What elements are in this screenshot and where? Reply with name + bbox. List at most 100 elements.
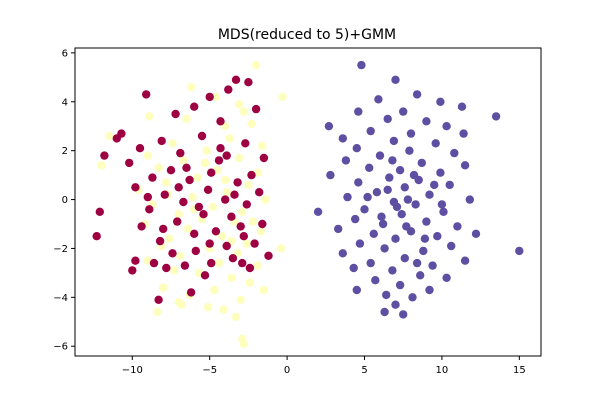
scatter-point-s2-71 — [352, 285, 361, 295]
scatter-point-s1-46 — [191, 246, 200, 256]
scatter-point-s0-4 — [234, 100, 244, 109]
scatter-point-s2-1 — [391, 75, 400, 85]
scatter-point-s1-16 — [222, 151, 231, 160]
scatter-point-s1-41 — [190, 229, 199, 238]
scatter-point-s2-6 — [354, 107, 363, 116]
scatter-point-s2-70 — [395, 280, 405, 290]
scatter-point-s1-55 — [128, 266, 137, 275]
scatter-point-s2-49 — [334, 224, 343, 234]
scatter-point-s0-53 — [159, 283, 168, 292]
points-layer — [92, 60, 524, 348]
scatter-point-s1-31 — [179, 197, 188, 207]
scatter-point-s2-21 — [450, 148, 459, 158]
scatter-point-s1-25 — [233, 178, 242, 187]
scatter-point-s2-75 — [391, 300, 400, 309]
x-axis: −10 −5 0 5 10 15 — [122, 356, 526, 376]
scatter-point-s0-45 — [176, 251, 185, 260]
scatter-point-s2-4 — [436, 97, 445, 107]
scatter-point-s1-35 — [199, 210, 208, 219]
scatter-point-s2-51 — [369, 229, 378, 238]
scatter-point-s1-66 — [159, 224, 168, 234]
scatter-point-s2-78 — [409, 170, 419, 180]
scatter-point-s2-64 — [428, 261, 437, 270]
scatter-point-s0-1 — [186, 82, 196, 92]
scatter-point-s2-25 — [460, 161, 470, 170]
scatter-point-s0-6 — [145, 112, 154, 121]
scatter-point-s2-35 — [372, 188, 382, 197]
scatter-point-s2-12 — [442, 122, 451, 131]
scatter-point-s0-0 — [251, 60, 261, 70]
scatter-point-s1-13 — [241, 139, 250, 148]
scatter-point-s0-2 — [278, 92, 287, 102]
scatter-point-s1-26 — [131, 183, 140, 192]
scatter-point-s2-55 — [355, 239, 365, 248]
scatter-point-s0-17 — [179, 156, 188, 165]
scatter-point-s2-36 — [425, 190, 434, 199]
scatter-point-s2-0 — [357, 60, 366, 70]
scatter-point-s1-51 — [245, 263, 255, 273]
scatter-point-s1-67 — [214, 156, 224, 165]
scatter-point-s0-70 — [200, 158, 210, 168]
scatter-point-s0-69 — [248, 217, 258, 226]
scatter-point-s2-89 — [383, 185, 392, 194]
scatter-point-s1-49 — [131, 256, 140, 265]
scatter-point-s1-60 — [238, 258, 247, 268]
scatter-point-s0-30 — [208, 202, 217, 212]
scatter-point-s1-1 — [244, 78, 253, 87]
scatter-point-s2-29 — [326, 170, 335, 180]
scatter-point-s2-60 — [338, 249, 347, 258]
scatter-point-s2-2 — [412, 90, 422, 99]
scatter-point-s1-64 — [236, 222, 245, 231]
scatter-point-s0-52 — [245, 278, 255, 287]
scatter-point-s0-8 — [247, 119, 256, 128]
scatter-point-s2-61 — [400, 254, 409, 263]
scatter-point-s0-15 — [143, 151, 152, 160]
scatter-point-s0-16 — [234, 153, 244, 163]
scatter-point-s1-20 — [166, 166, 176, 175]
x-tick-label: 5 — [361, 365, 367, 376]
scatter-point-s1-17 — [100, 151, 109, 160]
scatter-point-s2-59 — [515, 246, 524, 256]
scatter-point-s2-86 — [388, 156, 397, 165]
scatter-point-s2-76 — [380, 307, 389, 317]
scatter-point-s2-13 — [366, 126, 375, 136]
scatter-point-s1-11 — [157, 136, 166, 146]
scatter-point-s1-24 — [185, 175, 194, 185]
scatter-point-s1-38 — [258, 219, 267, 229]
scatter-point-s2-66 — [388, 266, 397, 275]
scatter-point-s1-52 — [180, 261, 190, 270]
scatter-point-s1-10 — [112, 134, 122, 143]
scatter-point-s1-2 — [205, 92, 214, 102]
x-tick-label: −5 — [202, 365, 217, 376]
scatter-point-s1-71 — [230, 190, 239, 199]
x-tick-label: 10 — [436, 365, 449, 376]
scatter-point-s0-14 — [202, 146, 211, 155]
scatter-point-s0-37 — [256, 227, 265, 236]
scatter-point-s2-10 — [422, 117, 431, 126]
scatter-point-s2-88 — [412, 258, 422, 268]
scatter-point-s1-53 — [149, 258, 159, 268]
scatter-point-s2-19 — [352, 144, 361, 153]
scatter-point-s0-19 — [154, 163, 163, 172]
scatter-point-s0-44 — [276, 244, 286, 253]
scatter-point-s2-80 — [430, 180, 439, 190]
scatter-point-s2-30 — [385, 173, 394, 182]
scatter-point-s1-27 — [203, 185, 213, 194]
scatter-point-s1-8 — [216, 117, 225, 126]
scatter-point-s1-47 — [168, 249, 177, 258]
scatter-point-s2-72 — [425, 285, 434, 295]
scatter-point-s2-68 — [442, 273, 451, 282]
scatter-point-s2-65 — [349, 263, 358, 273]
scatter-point-s0-54 — [210, 285, 219, 295]
scatter-point-s0-62 — [177, 300, 186, 309]
scatter-point-s0-3 — [211, 92, 221, 102]
scatter-point-s0-10 — [104, 131, 114, 141]
scatter-point-s0-65 — [219, 305, 228, 314]
scatter-point-s2-14 — [406, 129, 416, 138]
y-tick-label: 0 — [62, 195, 68, 206]
scatter-point-s0-23 — [162, 178, 171, 187]
scatter-point-s1-28 — [255, 188, 264, 197]
scatter-point-s2-24 — [417, 158, 426, 168]
scatter-point-s1-15 — [176, 148, 185, 158]
scatter-point-s2-79 — [392, 202, 402, 212]
